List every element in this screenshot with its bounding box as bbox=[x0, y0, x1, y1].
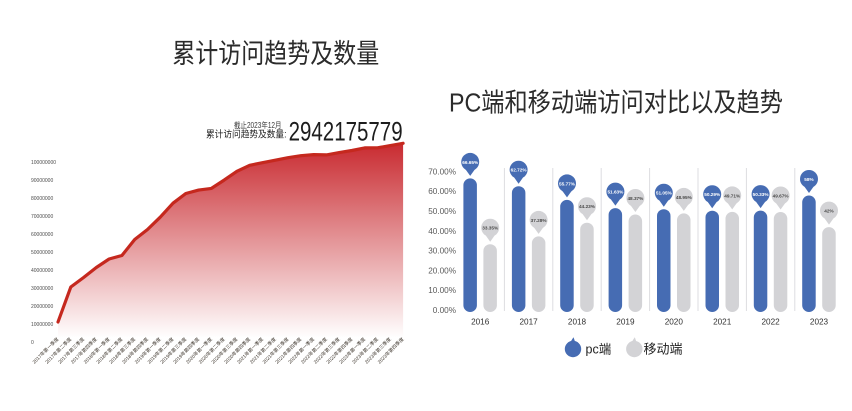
svg-text:60.00%: 60.00% bbox=[428, 187, 456, 196]
svg-text:51.63%: 51.63% bbox=[607, 190, 624, 195]
svg-text:截止2023年12月: 截止2023年12月 bbox=[234, 120, 282, 130]
svg-text:44.23%: 44.23% bbox=[579, 204, 596, 209]
svg-text:40000000: 40000000 bbox=[31, 268, 53, 274]
svg-text:80000000: 80000000 bbox=[31, 196, 53, 202]
svg-text:2022: 2022 bbox=[761, 318, 780, 327]
svg-text:2016: 2016 bbox=[471, 318, 490, 327]
svg-text:2942175779: 2942175779 bbox=[289, 117, 403, 147]
svg-text:pc端: pc端 bbox=[586, 343, 612, 357]
svg-text:50000000: 50000000 bbox=[31, 250, 53, 256]
svg-text:2023: 2023 bbox=[810, 318, 829, 327]
svg-text:2019: 2019 bbox=[616, 318, 635, 327]
svg-text:51.05%: 51.05% bbox=[656, 191, 673, 196]
svg-text:10000000: 10000000 bbox=[31, 322, 53, 328]
svg-text:42%: 42% bbox=[824, 209, 834, 214]
svg-text:50.00%: 50.00% bbox=[428, 207, 456, 216]
svg-text:49.71%: 49.71% bbox=[724, 193, 741, 198]
svg-text:10.00%: 10.00% bbox=[428, 286, 456, 295]
svg-text:30000000: 30000000 bbox=[31, 286, 53, 292]
svg-text:70000000: 70000000 bbox=[31, 214, 53, 220]
svg-text:PC端和移动端访问对比以及趋势: PC端和移动端访问对比以及趋势 bbox=[449, 88, 783, 118]
svg-text:49.67%: 49.67% bbox=[773, 194, 790, 199]
svg-text:48.95%: 48.95% bbox=[676, 195, 693, 200]
svg-text:62.72%: 62.72% bbox=[511, 168, 528, 173]
svg-text:2017: 2017 bbox=[519, 318, 538, 327]
svg-text:30.00%: 30.00% bbox=[428, 247, 456, 256]
svg-text:50.29%: 50.29% bbox=[704, 192, 721, 197]
svg-text:2020: 2020 bbox=[665, 318, 684, 327]
svg-text:移动端: 移动端 bbox=[644, 342, 683, 357]
svg-text:37.28%: 37.28% bbox=[531, 218, 548, 223]
svg-text:40.00%: 40.00% bbox=[428, 227, 456, 236]
svg-text:100000000: 100000000 bbox=[31, 160, 56, 166]
svg-text:55.77%: 55.77% bbox=[559, 181, 576, 186]
svg-text:33.35%: 33.35% bbox=[482, 226, 499, 231]
svg-text:累计访问趋势及数量: 累计访问趋势及数量 bbox=[172, 39, 379, 69]
svg-text:48.37%: 48.37% bbox=[627, 196, 644, 201]
svg-text:20000000: 20000000 bbox=[31, 304, 53, 310]
svg-text:60000000: 60000000 bbox=[31, 232, 53, 238]
svg-text:90000000: 90000000 bbox=[31, 178, 53, 184]
svg-text:70.00%: 70.00% bbox=[428, 168, 456, 177]
svg-text:累计访问趋势及数量:: 累计访问趋势及数量: bbox=[206, 128, 287, 141]
svg-text:0.00%: 0.00% bbox=[433, 306, 456, 315]
svg-text:50.33%: 50.33% bbox=[753, 192, 770, 197]
svg-text:2018: 2018 bbox=[568, 318, 587, 327]
svg-text:2021: 2021 bbox=[713, 318, 732, 327]
svg-text:58%: 58% bbox=[804, 177, 814, 182]
svg-text:20.00%: 20.00% bbox=[428, 266, 456, 275]
svg-text:0: 0 bbox=[31, 340, 34, 346]
svg-text:66.65%: 66.65% bbox=[462, 160, 479, 165]
